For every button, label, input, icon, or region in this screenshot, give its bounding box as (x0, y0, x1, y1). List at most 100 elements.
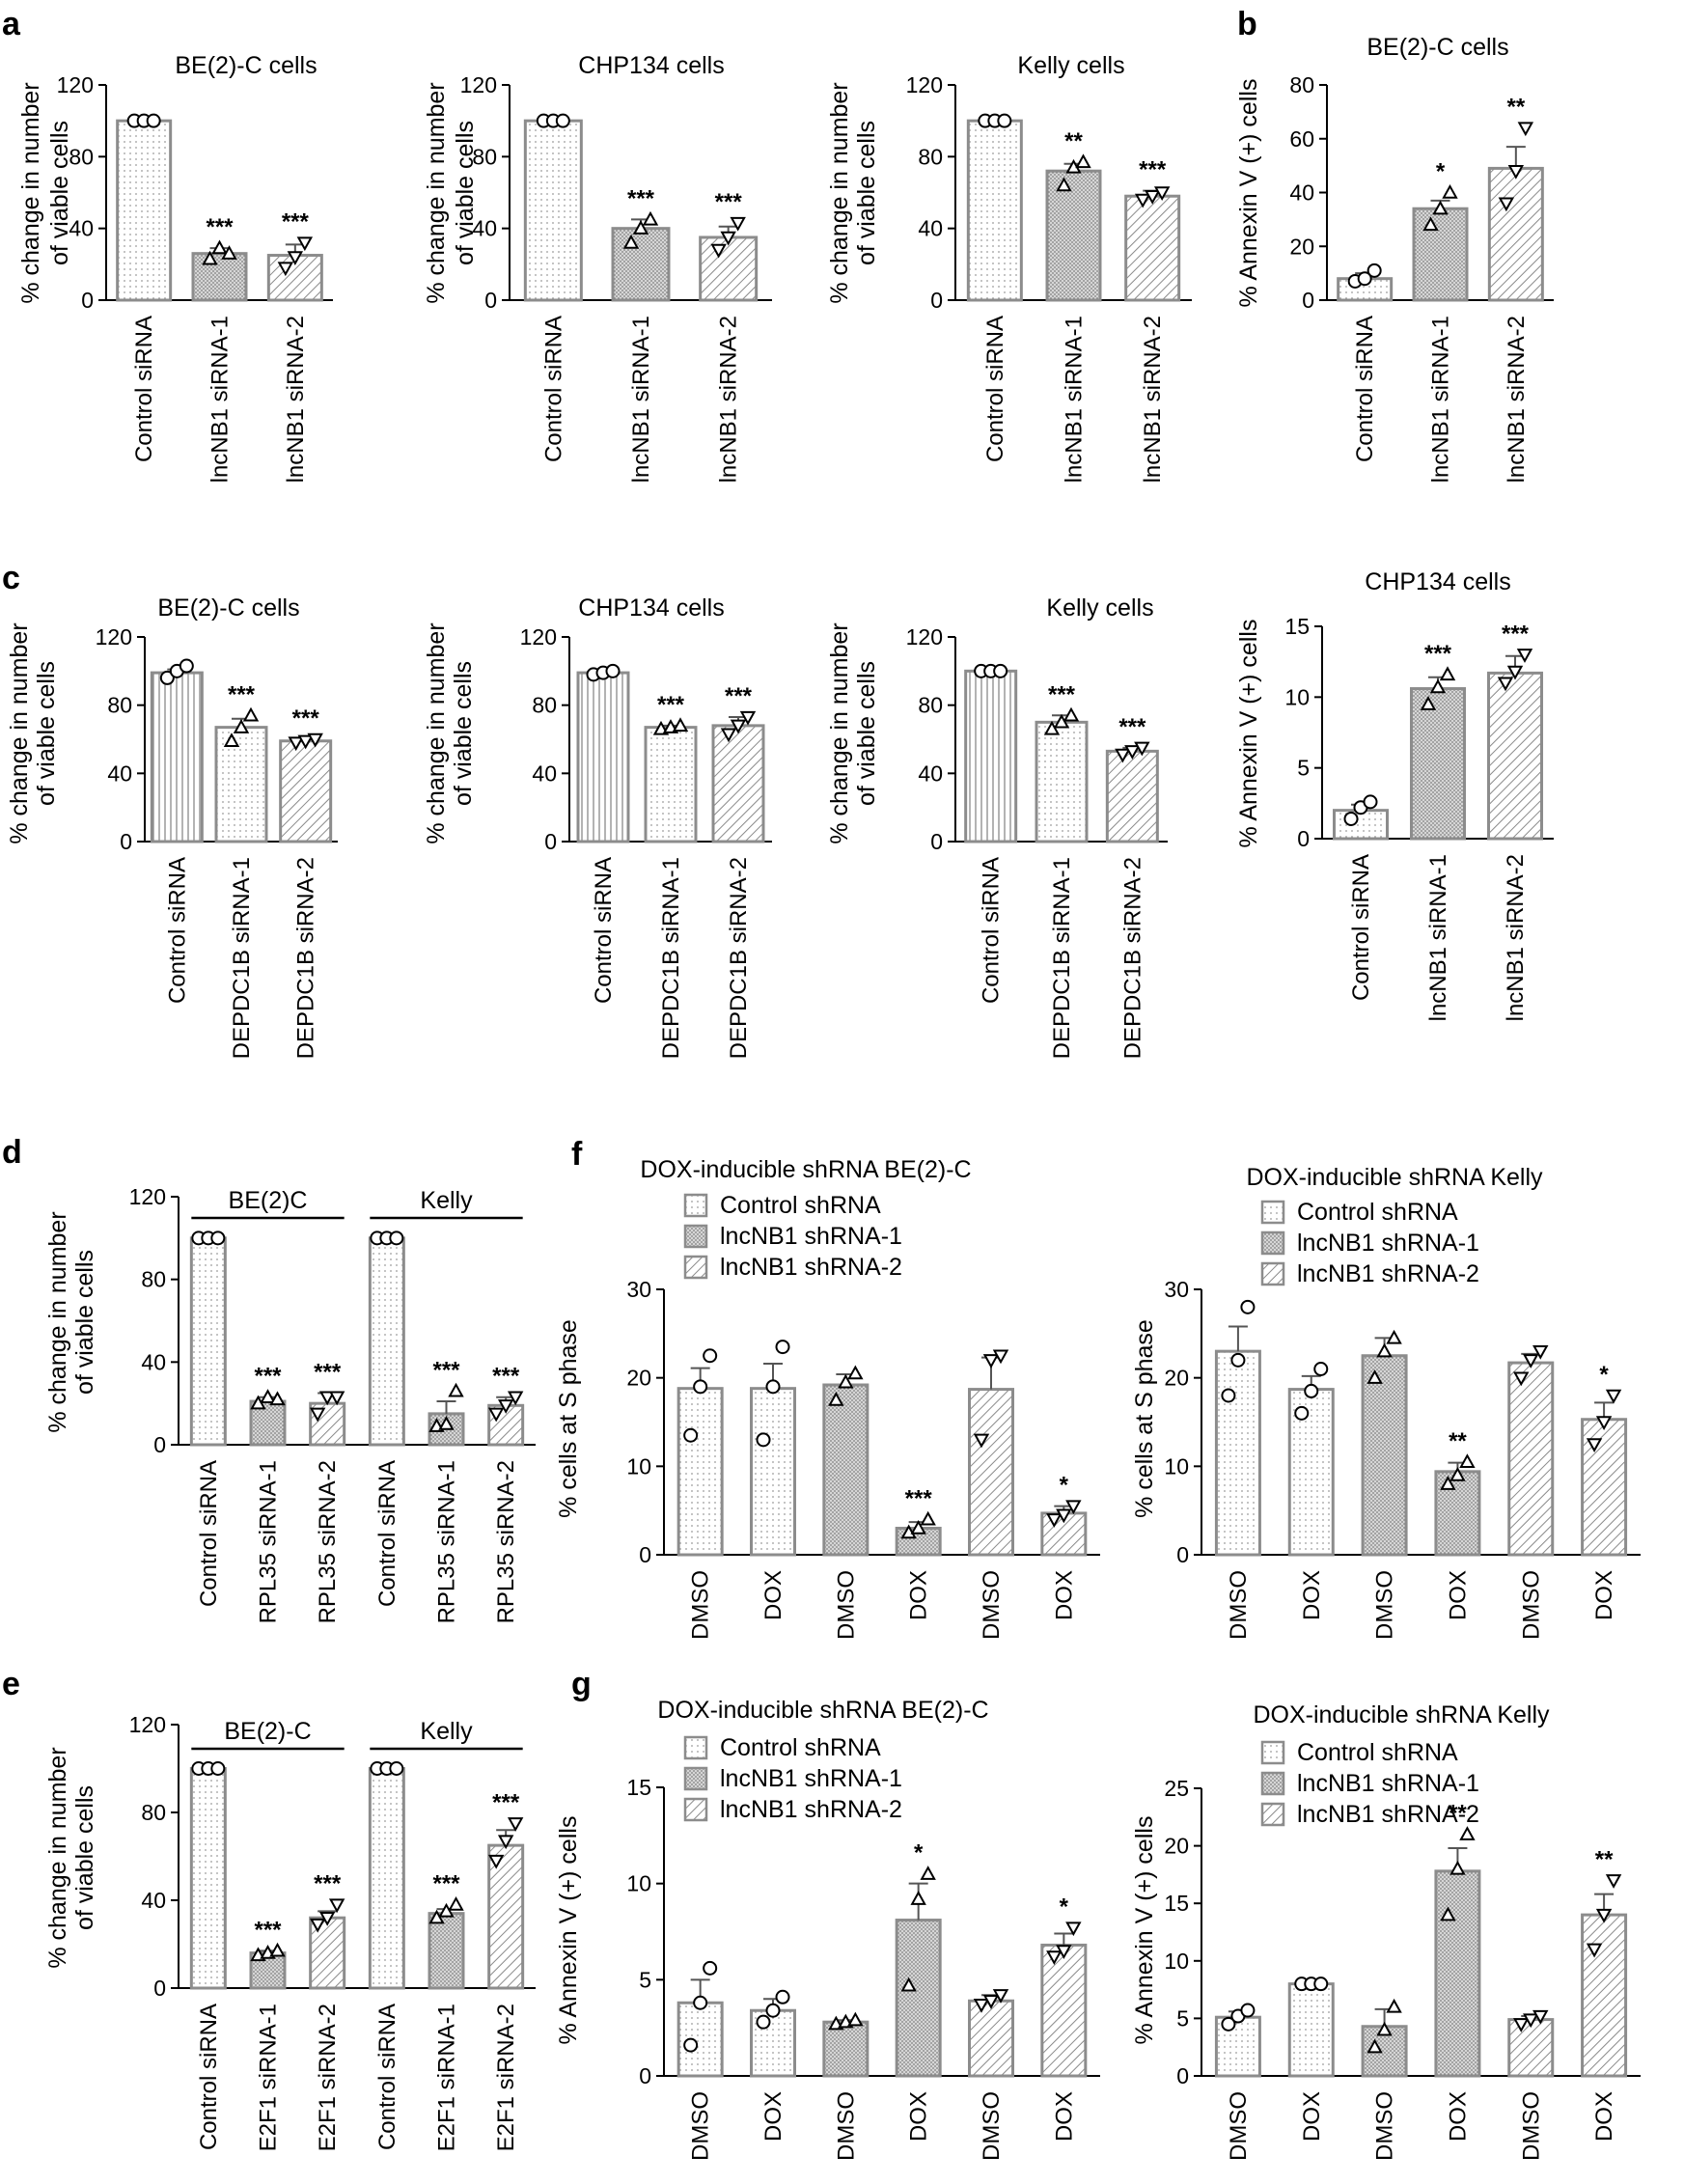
bar (189, 1767, 227, 1990)
data-point (1532, 2009, 1549, 2025)
x-tick-label: Control siRNA (591, 857, 617, 1004)
y-tick-label: 20 (626, 1366, 651, 1391)
y-tick-label: 80 (69, 144, 94, 169)
data-point (297, 734, 314, 750)
data-point (1134, 741, 1150, 757)
data-point (622, 234, 640, 249)
significance-label: *** (492, 1789, 520, 1815)
x-tick-label: DEPDC1B siRNA-2 (1119, 857, 1146, 1059)
chart-title: Kelly cells (1017, 52, 1124, 79)
x-tick-label: Control siRNA (374, 1460, 400, 1607)
x-tick-label: DOX (1051, 1570, 1077, 1620)
data-point (992, 1989, 1009, 2004)
data-point (1586, 1438, 1603, 1452)
y-tick-label: 60 (1289, 126, 1314, 152)
data-point (1056, 1945, 1072, 1959)
data-point (730, 719, 747, 734)
data-point (1075, 153, 1091, 169)
bar (150, 671, 204, 843)
chart-1: 0 40 80 120 % change in number of viable cell… (17, 52, 333, 483)
bar (487, 1843, 525, 1990)
significance-label: ** (1595, 1846, 1614, 1872)
bar (1035, 720, 1089, 843)
data-point (497, 1399, 514, 1414)
data-point (756, 2014, 771, 2030)
bar (1361, 1354, 1408, 1557)
data-point (1386, 1329, 1402, 1344)
data-point (920, 1866, 936, 1880)
y-tick-label: 40 (1289, 180, 1314, 206)
data-point (1046, 1950, 1063, 1965)
data-point (1605, 1389, 1622, 1404)
bar (1105, 749, 1159, 843)
group-label: BE(2)C (229, 1187, 308, 1214)
chart-10: 0 40 80 120 % change in number of viable cell… (44, 1712, 536, 2151)
data-point (1240, 2003, 1256, 2018)
bar (1287, 1982, 1335, 2078)
x-tick-label: E2F1 siRNA-2 (493, 2004, 519, 2151)
y-axis-label: % cells at S phase (555, 1319, 582, 1518)
data-point (642, 210, 659, 226)
y-tick-label: 0 (153, 1432, 166, 1457)
y-tick-label: 15 (1164, 1891, 1189, 1916)
y-tick-label: 10 (1164, 1453, 1189, 1479)
data-point (1367, 2038, 1383, 2054)
y-tick-label: 40 (918, 760, 943, 786)
x-tick-label: E2F1 siRNA-1 (434, 2004, 460, 2151)
bar (968, 1388, 1014, 1557)
data-point (328, 1391, 345, 1406)
x-tick-label: DEPDC1B siRNA-1 (1049, 857, 1075, 1059)
legend-swatch (1260, 1200, 1285, 1225)
data-point (693, 1379, 708, 1395)
legend-swatch (683, 1766, 708, 1791)
x-tick-label: Control siRNA (131, 316, 157, 462)
data-point (507, 1391, 524, 1406)
group-label: BE(2)-C (224, 1718, 311, 1745)
x-tick-label: RPL35 siRNA-2 (315, 1460, 341, 1623)
data-point (487, 1854, 505, 1869)
legend-label: lncNB1 shRNA-2 (1297, 1801, 1479, 1828)
panel-letter-g: g (571, 1666, 592, 1702)
legend-swatch (683, 1224, 708, 1249)
y-axis-label: % change in number (423, 622, 450, 843)
data-point (739, 710, 757, 726)
x-tick-label: Control siRNA (164, 857, 190, 1004)
data-point (1513, 1371, 1530, 1387)
data-point (389, 1761, 404, 1776)
data-point (1516, 649, 1533, 663)
significance-label: *** (492, 1364, 520, 1390)
x-tick-label: lncNB1 siRNA-2 (716, 316, 742, 483)
data-point (1230, 1352, 1246, 1368)
significance-label: *** (432, 1357, 460, 1383)
data-point (389, 1230, 404, 1246)
x-tick-label: DMSO (979, 1570, 1005, 1640)
group-label: Kelly (420, 1187, 473, 1214)
panel-letter-b: b (1237, 6, 1257, 42)
data-point (269, 1942, 286, 1957)
chart-3: 0 40 80 120 % change in number of viable cell… (826, 52, 1192, 483)
bar (368, 1767, 405, 1990)
data-point (1523, 2013, 1539, 2029)
data-point (260, 1389, 276, 1403)
x-tick-label: lncNB1 siRNA-1 (1062, 316, 1088, 483)
chart-title: BE(2)-C cells (157, 594, 299, 622)
data-point (900, 1977, 917, 1992)
x-tick-label: DMSO (979, 2091, 1005, 2161)
y-tick-label: 10 (626, 1871, 651, 1896)
bar (676, 1387, 724, 1557)
bar (968, 1999, 1014, 2078)
y-tick-label: 120 (460, 72, 497, 97)
data-point (146, 113, 161, 128)
panel-letter-e: e (2, 1666, 20, 1702)
legend-swatch (1260, 1802, 1285, 1827)
y-tick-label: 0 (484, 288, 497, 313)
significance-label: *** (254, 1364, 282, 1390)
y-tick-label: 0 (153, 1976, 166, 2001)
y-axis-label: % change in number (6, 622, 33, 843)
data-point (710, 243, 727, 259)
chart-4: 0 20 40 60 80 % Annexin V (+) cells BE(2)-C ce… (1235, 34, 1554, 483)
y-axis-label: % change in number (826, 622, 853, 843)
significance-label: *** (1139, 157, 1167, 183)
chart-title: DOX-inducible shRNA BE(2)-C (640, 1156, 971, 1183)
